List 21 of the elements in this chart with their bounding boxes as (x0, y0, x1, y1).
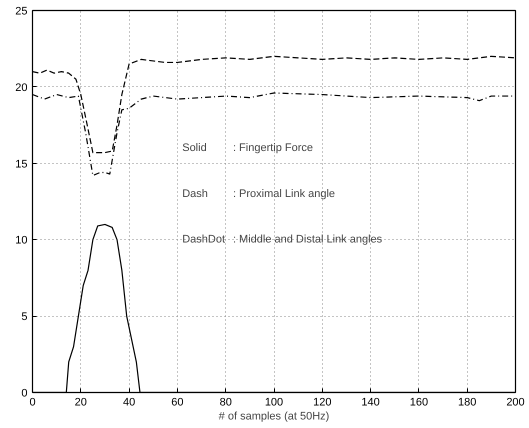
x-tick-label: 20 (74, 396, 87, 408)
y-tick-label: 0 (21, 388, 28, 400)
y-tick-label: 5 (21, 311, 28, 324)
y-tick-label: 15 (15, 158, 28, 170)
x-tick-label: 40 (122, 396, 136, 408)
text: Dash : Proximal Link angle (182, 188, 336, 200)
x-tick-label: 180 (458, 396, 476, 408)
x-tick-label: 120 (313, 396, 332, 408)
x-tick-label: 0 (29, 396, 36, 408)
x-tick-label: 160 (410, 396, 428, 408)
y-tick-label: 25 (15, 6, 28, 18)
x-tick-label: 200 (506, 396, 525, 408)
annotation: DashDot : Middle and Distal Link angles (182, 234, 383, 246)
x-tick-label: 80 (220, 396, 232, 408)
text: Solid : Fingertip Force (182, 142, 314, 154)
y-tick-label: 20 (15, 82, 28, 94)
x-tick-label: 60 (171, 396, 184, 408)
y-tick-label: 10 (15, 234, 28, 247)
x-axis-title: # of samples (at 50Hz) (218, 410, 330, 422)
x-tick-label: 140 (361, 396, 380, 408)
x-tick-label: 100 (264, 396, 284, 408)
